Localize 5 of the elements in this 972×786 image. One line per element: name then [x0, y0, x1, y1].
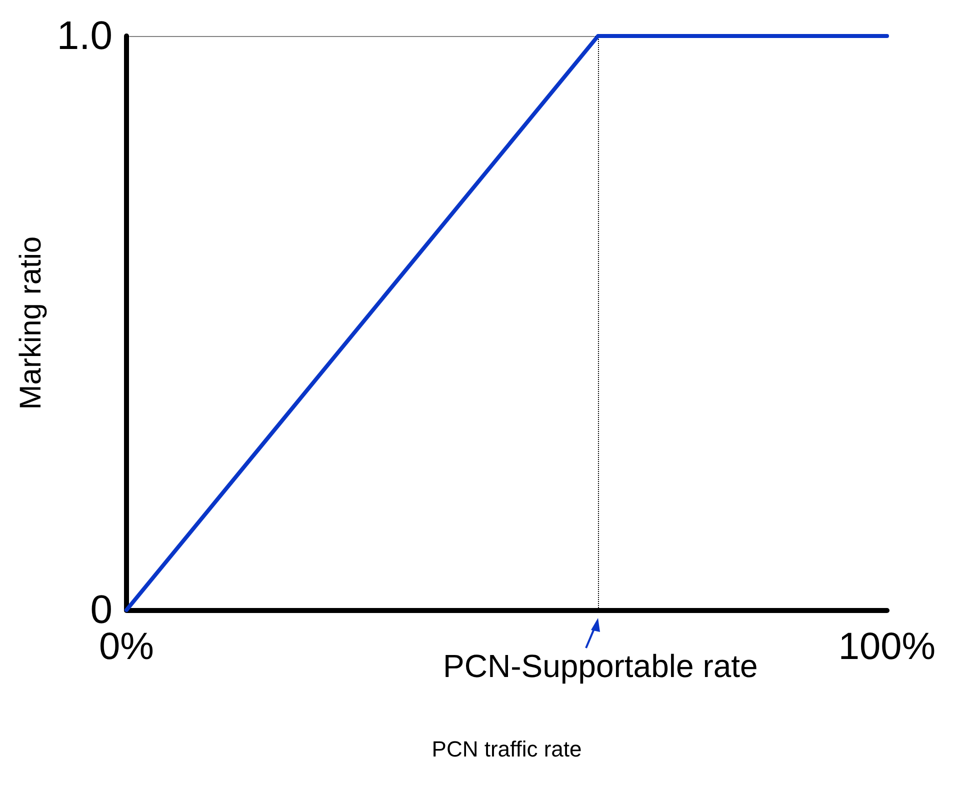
annotation: PCN-Supportable rate: [443, 648, 758, 684]
x-axis-title: PCN traffic rate: [432, 736, 582, 762]
y-axis-title: Marking ratio: [14, 236, 48, 410]
y-tick-label: 1.0: [56, 14, 113, 58]
x-tick-label: 100%: [838, 626, 936, 668]
